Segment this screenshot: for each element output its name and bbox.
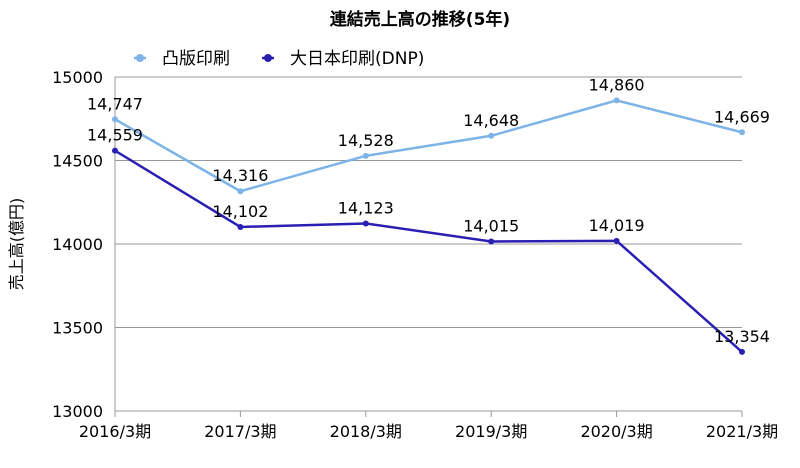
data-point (362, 220, 369, 227)
data-point (237, 223, 244, 230)
series-0: 14,747 14,316 14,528 14,648 14,860 14,669 (87, 75, 770, 195)
x-tick-label: 2021/3期 (706, 422, 778, 441)
data-point (613, 237, 620, 244)
series-line (114, 149, 743, 353)
data-point (362, 152, 369, 159)
data-label: 14,669 (714, 107, 770, 126)
axes: 13000 13500 14000 14500 15000 2016/3期 2017/3期 2… (52, 68, 778, 441)
x-tick-label: 2018/3期 (330, 422, 402, 441)
data-point (488, 238, 495, 245)
legend-label: 大日本印刷(DNP) (290, 49, 424, 69)
legend-label: 凸版印刷 (162, 49, 230, 69)
y-tick-label: 14500 (52, 152, 103, 171)
legend: 凸版印刷 大日本印刷(DNP) (134, 49, 424, 69)
x-tick-label: 2019/3期 (455, 422, 527, 441)
data-point (112, 116, 118, 123)
data-label: 14,123 (338, 198, 394, 217)
data-label: 14,648 (463, 111, 519, 130)
x-tick-label: 2016/3期 (79, 422, 151, 441)
grid (115, 76, 742, 328)
x-tick-label: 2020/3期 (580, 422, 652, 441)
data-point (739, 348, 745, 355)
data-point (739, 129, 745, 136)
data-point (488, 132, 495, 139)
data-label: 14,102 (212, 202, 268, 221)
x-tick-label: 2017/3期 (204, 422, 276, 441)
legend-marker (264, 54, 272, 62)
chart-title: 連結売上高の推移(5年) (330, 9, 510, 30)
data-label: 14,559 (87, 126, 143, 145)
data-label: 14,860 (589, 75, 645, 94)
legend-marker (136, 54, 144, 62)
data-point (237, 188, 244, 195)
y-tick-label: 15000 (52, 68, 103, 87)
data-label: 14,747 (87, 94, 143, 113)
data-label: 13,354 (714, 327, 770, 346)
y-tick-label: 13500 (52, 319, 103, 338)
data-point (112, 147, 118, 154)
y-axis-label: 売上高(億円) (7, 198, 26, 291)
data-label: 14,528 (338, 131, 394, 150)
series-line (114, 99, 743, 193)
data-label: 14,019 (589, 216, 645, 235)
series-1: 14,559 14,102 14,123 14,015 14,019 13,354 (87, 126, 770, 355)
data-label: 14,015 (463, 216, 519, 235)
data-label: 14,316 (212, 166, 268, 185)
series: 14,74714,31614,52814,64814,86014,66914,5… (87, 75, 770, 355)
data-point (613, 97, 620, 104)
y-tick-label: 13000 (52, 402, 103, 421)
y-tick-label: 14000 (52, 235, 103, 254)
